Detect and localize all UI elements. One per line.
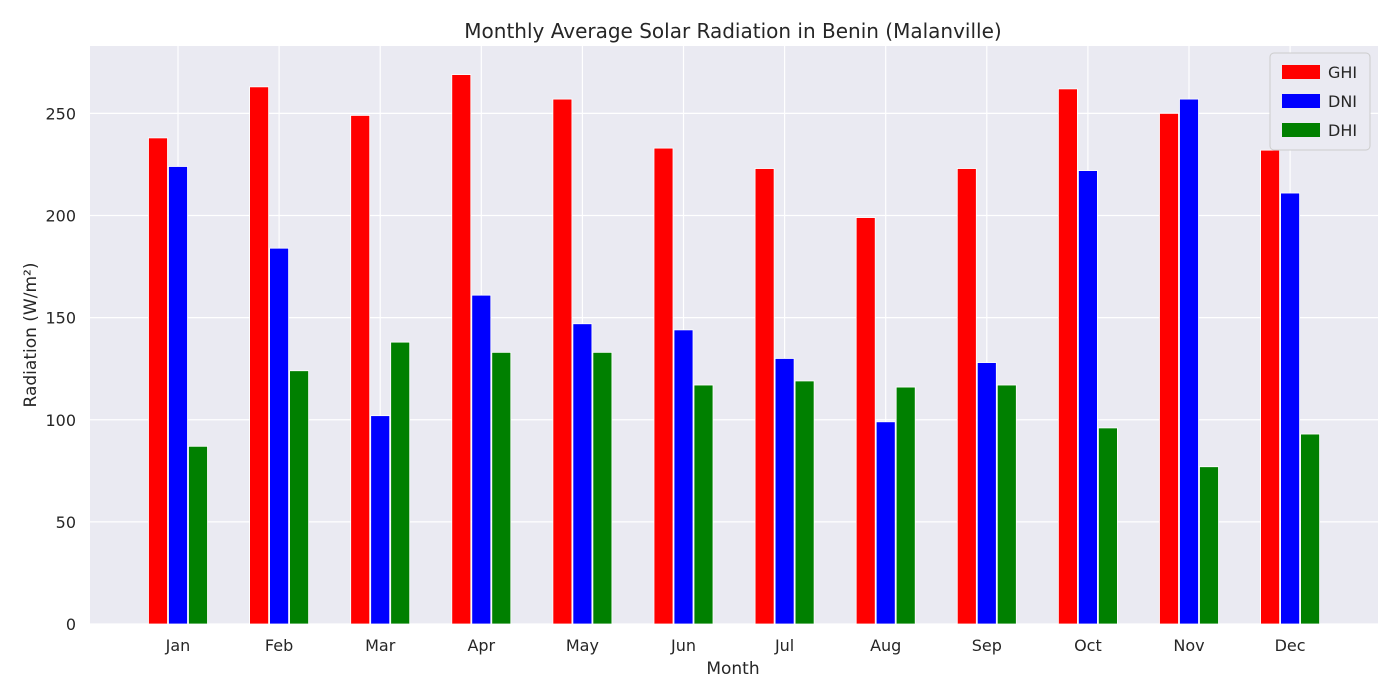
bar-dni-may <box>572 323 593 625</box>
x-tick-label: Sep <box>972 636 1002 655</box>
bar-dhi-apr <box>491 351 512 625</box>
y-tick-label: 50 <box>56 513 76 532</box>
x-tick-label: Jun <box>670 636 696 655</box>
x-tick-label: Aug <box>870 636 901 655</box>
bar-ghi-dec <box>1260 149 1280 625</box>
bar-dni-feb <box>269 247 290 625</box>
y-tick-label: 200 <box>45 207 76 226</box>
bar-dhi-sep <box>996 384 1017 625</box>
y-tick-label: 250 <box>45 104 76 123</box>
bars <box>148 74 1320 625</box>
legend: GHI DNI DHI <box>1269 52 1371 151</box>
bar-dhi-mar <box>390 341 411 625</box>
bar-dhi-jul <box>794 380 815 625</box>
x-tick-label: Nov <box>1173 636 1204 655</box>
bar-dhi-dec <box>1300 433 1320 625</box>
x-tick-label: Jul <box>774 636 794 655</box>
bar-ghi-sep <box>956 168 977 625</box>
bar-ghi-nov <box>1159 112 1179 625</box>
bar-dhi-nov <box>1199 466 1219 625</box>
bar-dni-sep <box>976 362 997 625</box>
bar-ghi-feb <box>249 86 270 625</box>
y-tick-label: 100 <box>45 411 76 430</box>
x-tick-label: Dec <box>1275 636 1306 655</box>
legend-label-ghi: GHI <box>1328 63 1357 82</box>
bar-dhi-feb <box>289 370 310 625</box>
bar-dhi-jun <box>693 384 714 625</box>
bar-ghi-may <box>552 98 573 625</box>
bar-dni-aug <box>875 421 896 625</box>
x-tick-label: Oct <box>1074 636 1102 655</box>
legend-label-dni: DNI <box>1328 92 1357 111</box>
bar-dni-jun <box>673 329 694 625</box>
bar-dni-jan <box>168 166 188 625</box>
bar-dhi-jan <box>188 445 208 625</box>
y-axis-label: Radiation (W/m²) <box>21 263 41 408</box>
x-tick-label: May <box>566 636 599 655</box>
legend-swatch-ghi <box>1282 65 1320 79</box>
bar-dhi-may <box>592 351 613 625</box>
bar-ghi-jan <box>148 137 168 625</box>
bar-ghi-jul <box>754 168 775 625</box>
bar-ghi-aug <box>855 217 876 625</box>
x-tick-label: Feb <box>265 636 293 655</box>
bar-dni-mar <box>370 415 391 625</box>
legend-swatch-dni <box>1282 94 1320 108</box>
y-tick-label: 150 <box>45 309 76 328</box>
bar-dni-oct <box>1078 170 1098 625</box>
bar-dni-nov <box>1179 98 1199 625</box>
x-tick-label: Mar <box>365 636 396 655</box>
bar-dni-jul <box>774 358 795 625</box>
x-axis-label: Month <box>706 659 759 679</box>
x-tick-label: Jan <box>165 636 191 655</box>
bar-ghi-oct <box>1058 88 1078 625</box>
bar-dhi-aug <box>895 386 916 625</box>
bar-ghi-mar <box>350 115 371 625</box>
bar-ghi-jun <box>653 147 674 625</box>
bar-ghi-apr <box>451 74 472 625</box>
bar-dni-dec <box>1280 192 1300 625</box>
legend-label-dhi: DHI <box>1328 121 1357 140</box>
bar-dhi-oct <box>1098 427 1118 625</box>
y-tick-label: 0 <box>66 615 76 634</box>
chart-title: Monthly Average Solar Radiation in Benin… <box>464 19 1001 43</box>
x-tick-label: Apr <box>467 636 495 655</box>
x-axis-ticks: Jan Feb Mar Apr May Jun Jul Aug Sep Oct Nov Dec <box>165 636 1306 655</box>
legend-swatch-dhi <box>1282 123 1320 137</box>
y-axis-ticks: 0 50 100 150 200 250 <box>45 104 76 634</box>
bar-dni-apr <box>471 294 492 625</box>
